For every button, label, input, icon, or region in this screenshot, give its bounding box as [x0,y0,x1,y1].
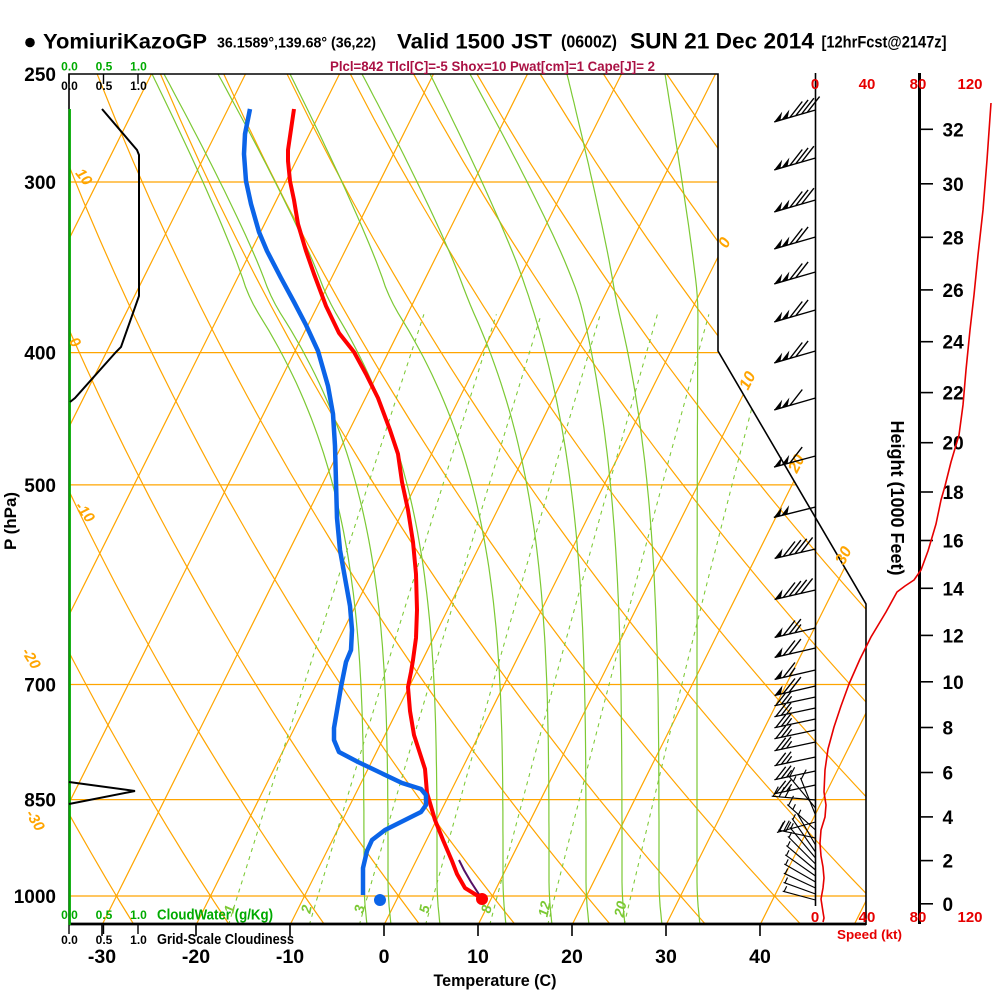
svg-text:2: 2 [297,903,315,915]
svg-text:700: 700 [24,675,56,696]
svg-text:2: 2 [943,852,954,873]
svg-text:[12hrFcst@2147z]: [12hrFcst@2147z] [822,34,947,52]
svg-text:Temperature (C): Temperature (C) [434,972,557,990]
svg-text:850: 850 [24,791,56,812]
svg-text:1: 1 [220,903,237,914]
svg-text:8: 8 [943,719,954,740]
svg-text:1000: 1000 [14,887,56,908]
svg-text:40: 40 [859,909,876,926]
svg-text:36.1589°,139.68° (36,22): 36.1589°,139.68° (36,22) [217,35,376,52]
svg-text:1.0: 1.0 [130,908,147,922]
svg-text:P (hPa): P (hPa) [1,492,20,550]
svg-text:30: 30 [832,544,855,568]
svg-text:12: 12 [943,626,964,647]
svg-text:16: 16 [943,532,964,553]
svg-text:10: 10 [943,673,964,694]
svg-text:40: 40 [859,76,876,93]
svg-text:3: 3 [350,903,367,914]
svg-text:1.0: 1.0 [130,933,147,947]
svg-text:-30: -30 [88,946,116,968]
svg-text:24: 24 [943,333,965,354]
svg-text:-10: -10 [276,946,304,968]
svg-text:4: 4 [943,808,954,829]
svg-text:26: 26 [943,281,964,302]
svg-text:Height (1000 Feet): Height (1000 Feet) [887,421,907,576]
svg-text:20: 20 [785,452,809,477]
svg-text:40: 40 [749,946,771,968]
svg-text:10: 10 [467,946,489,968]
svg-text:10: 10 [736,369,759,393]
svg-text:14: 14 [943,579,965,600]
svg-text:250: 250 [24,65,56,86]
svg-text:0.0: 0.0 [61,79,78,93]
svg-text:Valid 1500 JST: Valid 1500 JST [397,30,552,54]
svg-text:80: 80 [910,909,927,926]
svg-text:12: 12 [535,899,554,918]
svg-text:0.5: 0.5 [96,908,113,922]
svg-text:30: 30 [655,946,677,968]
svg-text:CloudWater (g/Kg): CloudWater (g/Kg) [157,908,273,924]
svg-text:120: 120 [957,76,982,93]
svg-text:5: 5 [415,903,432,914]
svg-text:1.0: 1.0 [130,79,147,93]
svg-text:22: 22 [943,384,964,405]
svg-text:28: 28 [943,228,964,249]
svg-text:Speed (kt): Speed (kt) [837,927,902,942]
svg-text:0: 0 [943,895,954,916]
svg-text:0: 0 [811,909,819,926]
svg-text:80: 80 [910,76,927,93]
svg-text:1.0: 1.0 [130,60,147,74]
svg-text:32: 32 [943,120,964,141]
svg-text:Grid-Scale Cloudiness: Grid-Scale Cloudiness [157,932,294,948]
svg-text:120: 120 [957,909,982,926]
svg-text:30: 30 [943,175,964,196]
svg-text:300: 300 [24,173,56,194]
svg-text:0: 0 [811,76,819,93]
svg-text:0.5: 0.5 [96,79,113,93]
svg-text:-20: -20 [182,946,210,968]
svg-text:0.5: 0.5 [96,60,113,74]
svg-text:8: 8 [477,903,494,914]
svg-text:0: 0 [379,946,390,968]
svg-text:20: 20 [610,899,629,919]
svg-text:20: 20 [943,434,964,455]
svg-text:0.0: 0.0 [61,908,78,922]
svg-text:Plcl=842 Tlcl[C]=-5 Shox=10 Pw: Plcl=842 Tlcl[C]=-5 Shox=10 Pwat[cm]=1 C… [330,59,655,74]
svg-text:0.0: 0.0 [61,60,78,74]
svg-text:18: 18 [943,483,964,504]
svg-text:20: 20 [561,946,583,968]
svg-text:500: 500 [24,476,56,497]
svg-text:0.5: 0.5 [96,933,113,947]
svg-text:0.0: 0.0 [61,933,78,947]
svg-text:SUN 21 Dec 2014: SUN 21 Dec 2014 [630,29,815,54]
svg-text:(0600Z): (0600Z) [561,32,617,52]
svg-text:YomiuriKazoGP: YomiuriKazoGP [43,30,207,54]
svg-text:400: 400 [24,344,56,365]
svg-text:6: 6 [943,764,954,785]
